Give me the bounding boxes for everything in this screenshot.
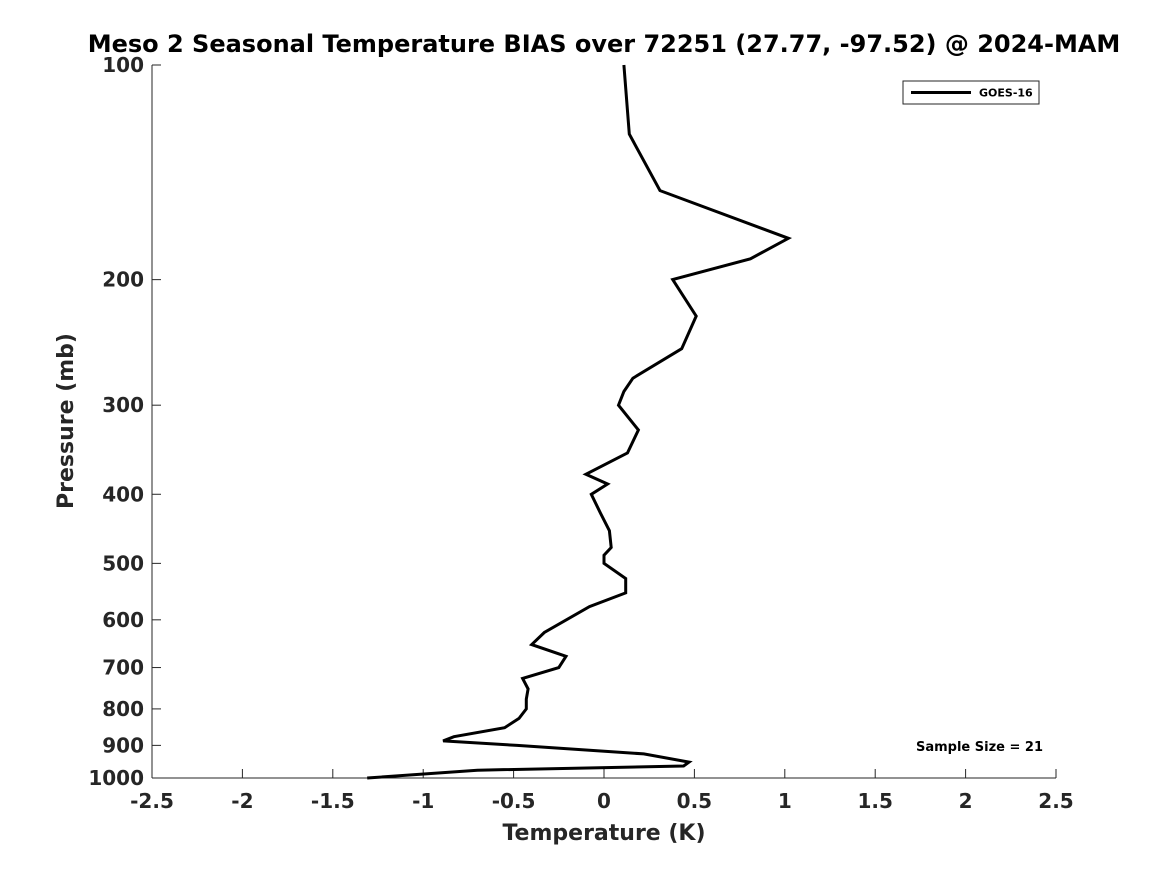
- y-tick-label: 300: [102, 393, 144, 417]
- y-axis-label: Pressure (mb): [54, 333, 79, 509]
- y-tick-label: 200: [102, 268, 144, 292]
- x-tick-label: 2: [959, 789, 973, 813]
- legend: GOES-16: [902, 80, 1040, 105]
- sample-size-annotation: Sample Size = 21: [916, 740, 1043, 755]
- x-tick-label: -0.5: [492, 789, 536, 813]
- chart-title: Meso 2 Seasonal Temperature BIAS over 72…: [88, 30, 1121, 58]
- y-tick-label: 1000: [88, 766, 144, 790]
- x-tick-label: -1.5: [311, 789, 355, 813]
- series-line-goes-16: [367, 64, 793, 780]
- x-tick-label: 1.5: [857, 789, 892, 813]
- x-tick-label: 0.5: [677, 789, 712, 813]
- x-tick-label: -2: [231, 789, 253, 813]
- x-tick-label: -2.5: [130, 789, 174, 813]
- x-tick-label: 0: [597, 789, 611, 813]
- x-tick-label: 2.5: [1038, 789, 1073, 813]
- y-tick-label: 400: [102, 482, 144, 506]
- y-tick-label: 700: [102, 656, 144, 680]
- x-tick-label: -1: [412, 789, 434, 813]
- x-axis-ticks: -2.5 -2 -1.5 -1 -0.5 0 0.5 1 1.5 2 2.5: [130, 769, 1074, 813]
- y-axis-ticks: 100 200 300 400 500 600 700 800 900 1000: [88, 53, 161, 790]
- series-group: [367, 64, 793, 780]
- x-tick-label: 1: [778, 789, 792, 813]
- x-axis-label: Temperature (K): [502, 821, 705, 846]
- y-tick-label: 600: [102, 608, 144, 632]
- y-tick-label: 500: [102, 551, 144, 575]
- legend-label: GOES-16: [979, 87, 1033, 100]
- y-tick-label: 100: [102, 53, 144, 77]
- y-tick-label: 900: [102, 733, 144, 757]
- y-tick-label: 800: [102, 697, 144, 721]
